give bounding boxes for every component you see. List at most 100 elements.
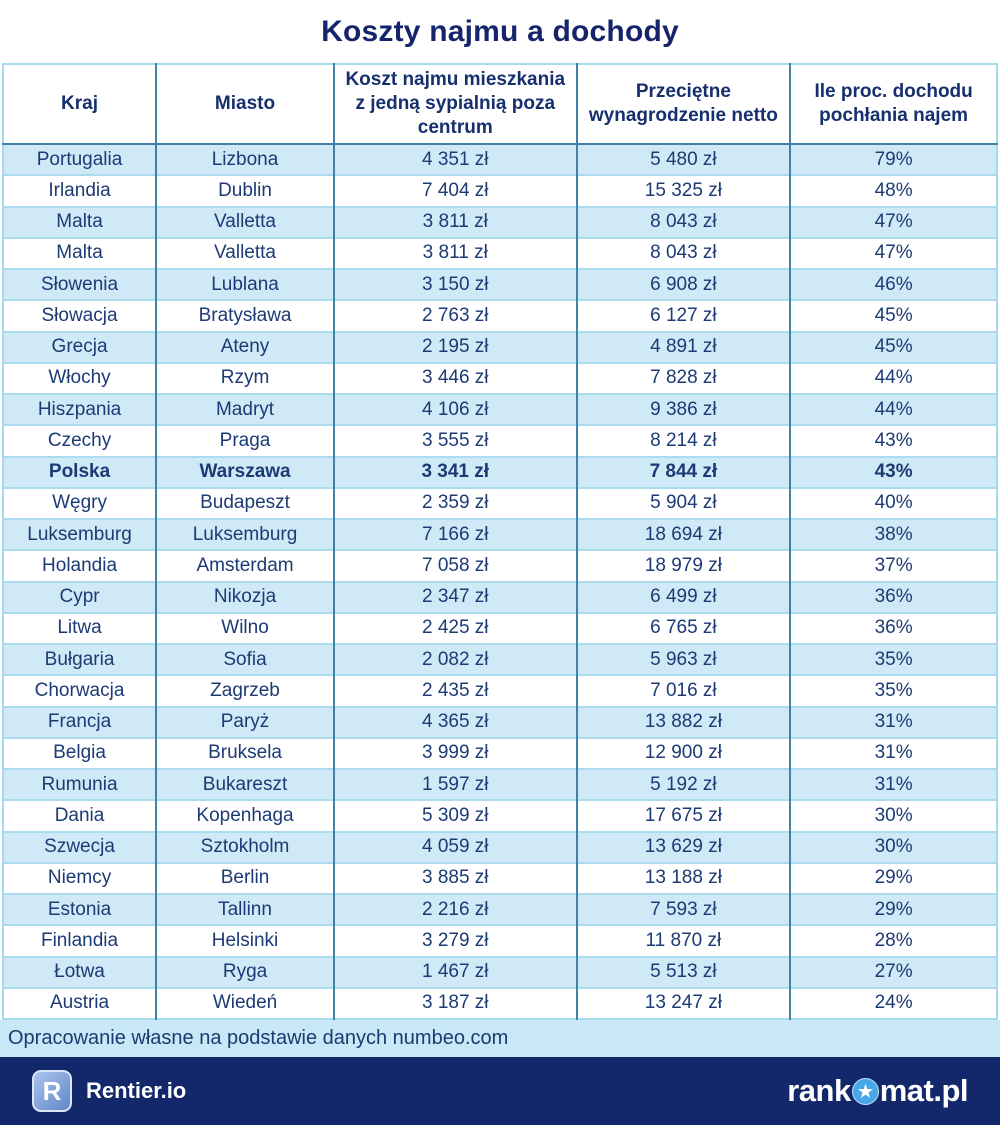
star-icon: ★ (851, 1077, 879, 1105)
table-row: Chorwacja Zagrzeb 2 435 zł 7 016 zł 35% (3, 674, 997, 707)
rankomat-text-suffix: mat.pl (879, 1073, 969, 1108)
salary-cell: 7 593 zł (575, 892, 791, 926)
country-cell: Czechy (3, 424, 157, 457)
city-cell: Helsinki (155, 924, 334, 957)
share-cell: 27% (789, 955, 997, 988)
rent-cell: 4 365 zł (332, 705, 577, 738)
table-row-highlight: Polska Warszawa 3 341 zł 7 844 zł 43% (3, 455, 997, 488)
column-header-0: Kraj (3, 64, 157, 145)
city-cell: Valletta (155, 236, 334, 269)
country-cell: Niemcy (3, 861, 157, 894)
table-row: Malta Valletta 3 811 zł 8 043 zł 47% (3, 236, 997, 269)
rent-cell: 3 885 zł (332, 861, 577, 894)
share-cell: 31% (789, 705, 997, 738)
rent-cell: 7 058 zł (332, 549, 577, 582)
country-cell: Szwecja (3, 830, 157, 863)
rent-cell: 3 811 zł (332, 236, 577, 269)
share-cell: 45% (789, 330, 997, 363)
city-cell: Bruksela (155, 736, 334, 769)
salary-cell: 7 844 zł (575, 455, 791, 488)
country-cell: Irlandia (3, 174, 157, 207)
rent-cell: 7 166 zł (332, 517, 577, 551)
rent-cell: 7 404 zł (332, 174, 577, 207)
share-cell: 43% (789, 424, 997, 457)
city-cell: Bratysława (155, 299, 334, 332)
share-cell: 45% (789, 299, 997, 332)
page-title: Koszty najmu a dochody (321, 14, 679, 48)
city-cell: Ateny (155, 330, 334, 363)
country-cell: Finlandia (3, 924, 157, 957)
city-cell: Paryż (155, 705, 334, 738)
city-cell: Dublin (155, 174, 334, 207)
salary-cell: 5 963 zł (575, 642, 791, 676)
table-row: Cypr Nikozja 2 347 zł 6 499 zł 36% (3, 580, 997, 613)
country-cell: Portugalia (3, 144, 157, 176)
country-cell: Grecja (3, 330, 157, 363)
share-cell: 30% (789, 799, 997, 832)
salary-cell: 13 882 zł (575, 705, 791, 738)
share-cell: 36% (789, 580, 997, 613)
rankomat-logo: rank ★ mat.pl (787, 1073, 968, 1109)
country-cell: Włochy (3, 361, 157, 394)
rent-cell: 2 195 zł (332, 330, 577, 363)
rent-income-table: Kraj Miasto Koszt najmu mieszkania z jedną… (2, 63, 998, 1020)
salary-cell: 6 127 zł (575, 299, 791, 332)
rent-cell: 2 082 zł (332, 642, 577, 676)
country-cell: Luksemburg (3, 517, 157, 551)
city-cell: Berlin (155, 861, 334, 894)
table-row: Łotwa Ryga 1 467 zł 5 513 zł 27% (3, 955, 997, 988)
salary-cell: 5 480 zł (575, 144, 791, 176)
share-cell: 31% (789, 767, 997, 801)
rentier-r-badge-icon: R (32, 1070, 72, 1112)
country-cell: Estonia (3, 892, 157, 926)
table-row: Portugalia Lizbona 4 351 zł 5 480 zł 79% (3, 144, 997, 176)
table-row: Austria Wiedeń 3 187 zł 13 247 zł 24% (3, 986, 997, 1019)
source-caption-bar: Opracowanie własne na podstawie danych n… (0, 1020, 1000, 1057)
city-cell: Praga (155, 424, 334, 457)
city-cell: Sztokholm (155, 830, 334, 863)
city-cell: Budapeszt (155, 486, 334, 519)
source-caption: Opracowanie własne na podstawie danych n… (8, 1027, 509, 1049)
share-cell: 43% (789, 455, 997, 488)
table-container: Kraj Miasto Koszt najmu mieszkania z jedną… (0, 63, 1000, 1020)
table-row: Belgia Bruksela 3 999 zł 12 900 zł 31% (3, 736, 997, 769)
city-cell: Kopenhaga (155, 799, 334, 832)
salary-cell: 18 694 zł (575, 517, 791, 551)
rent-cell: 1 467 zł (332, 955, 577, 988)
rent-cell: 2 435 zł (332, 674, 577, 707)
salary-cell: 6 908 zł (575, 267, 791, 301)
country-cell: Cypr (3, 580, 157, 613)
table-row: Holandia Amsterdam 7 058 zł 18 979 zł 37% (3, 549, 997, 582)
rent-cell: 4 351 zł (332, 144, 577, 176)
title-bar: Koszty najmu a dochody (0, 0, 1000, 63)
rent-cell: 1 597 zł (332, 767, 577, 801)
table-row: Słowacja Bratysława 2 763 zł 6 127 zł 45% (3, 299, 997, 332)
table-row: Litwa Wilno 2 425 zł 6 765 zł 36% (3, 611, 997, 644)
rent-cell: 2 425 zł (332, 611, 577, 644)
column-header-3: Przeciętne wynagrodzenie netto (575, 64, 791, 145)
city-cell: Amsterdam (155, 549, 334, 582)
city-cell: Madryt (155, 392, 334, 426)
city-cell: Valletta (155, 205, 334, 238)
share-cell: 47% (789, 205, 997, 238)
rent-cell: 3 150 zł (332, 267, 577, 301)
rent-cell: 3 341 zł (332, 455, 577, 488)
city-cell: Tallinn (155, 892, 334, 926)
rent-cell: 2 763 zł (332, 299, 577, 332)
table-row: Węgry Budapeszt 2 359 zł 5 904 zł 40% (3, 486, 997, 519)
rent-cell: 4 059 zł (332, 830, 577, 863)
table-row: Słowenia Lublana 3 150 zł 6 908 zł 46% (3, 267, 997, 301)
rent-cell: 3 446 zł (332, 361, 577, 394)
table-row: Niemcy Berlin 3 885 zł 13 188 zł 29% (3, 861, 997, 894)
share-cell: 47% (789, 236, 997, 269)
share-cell: 44% (789, 361, 997, 394)
city-cell: Lizbona (155, 144, 334, 176)
city-cell: Ryga (155, 955, 334, 988)
table-row: Szwecja Sztokholm 4 059 zł 13 629 zł 30% (3, 830, 997, 863)
rent-cell: 2 347 zł (332, 580, 577, 613)
table-row: Hiszpania Madryt 4 106 zł 9 386 zł 44% (3, 392, 997, 426)
salary-cell: 15 325 zł (575, 174, 791, 207)
share-cell: 79% (789, 144, 997, 176)
city-cell: Sofia (155, 642, 334, 676)
